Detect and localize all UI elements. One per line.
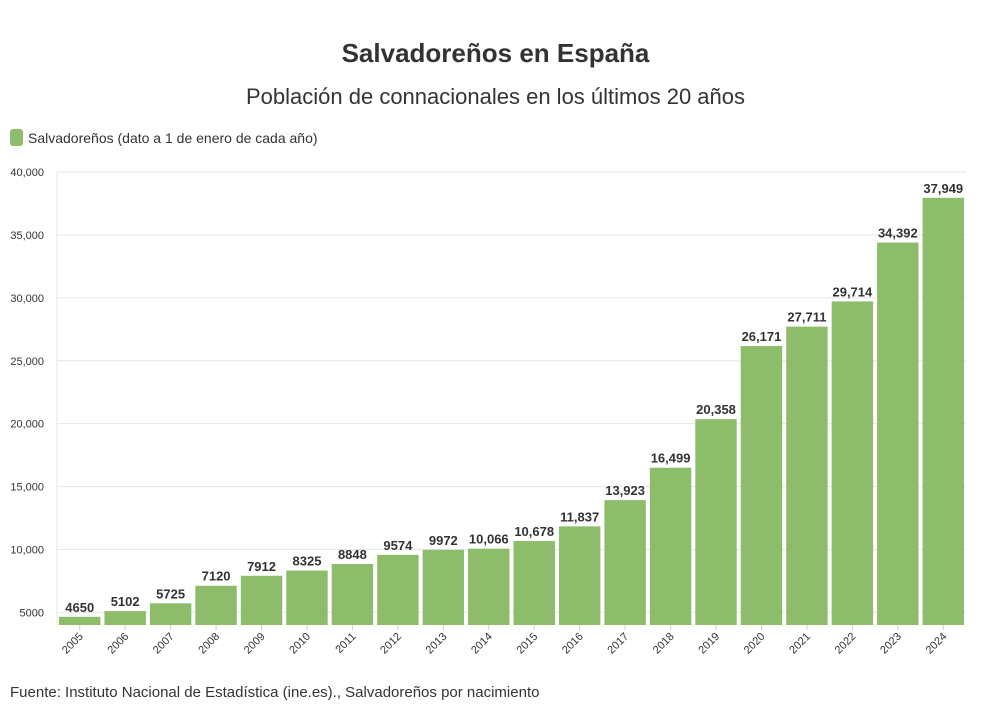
bar[interactable] (877, 242, 919, 626)
bar[interactable] (149, 603, 192, 625)
data-label: 13,923 (605, 483, 645, 498)
bar[interactable] (740, 346, 783, 625)
data-label: 11,837 (560, 509, 599, 524)
chart-subtitle: Población de connacionales en los último… (246, 84, 745, 109)
bar[interactable] (331, 563, 374, 625)
bar[interactable] (922, 197, 964, 625)
x-tick-label: 2021 (787, 631, 813, 657)
data-label: 10,678 (514, 524, 554, 539)
y-tick-label: 30,000 (10, 293, 44, 305)
bar[interactable] (422, 549, 465, 625)
data-label: 20,358 (696, 402, 736, 417)
data-label: 5102 (111, 594, 140, 609)
bar[interactable] (695, 419, 737, 625)
data-label: 9972 (429, 533, 458, 548)
x-tick-label: 2007 (151, 631, 177, 657)
x-tick-label: 2009 (242, 631, 268, 657)
y-tick-label: 25,000 (10, 356, 44, 368)
data-label: 8848 (338, 547, 367, 562)
bar[interactable] (286, 570, 328, 625)
x-tick-label: 2020 (742, 631, 768, 657)
data-label: 9574 (383, 538, 413, 553)
x-tick-label: 2012 (378, 631, 404, 657)
x-tick-label: 2015 (515, 631, 541, 657)
bar[interactable] (604, 500, 646, 625)
x-tick-label: 2018 (651, 631, 677, 657)
bar[interactable] (831, 301, 874, 625)
x-tick-label: 2010 (287, 631, 313, 657)
x-tick-label: 2019 (696, 631, 722, 657)
y-tick-label: 15,000 (10, 482, 44, 494)
y-tick-label: 10,000 (10, 545, 44, 557)
x-tick-label: 2024 (924, 631, 950, 657)
x-tick-label: 2008 (196, 631, 222, 657)
data-label: 10,066 (469, 532, 509, 547)
x-tick-label: 2006 (105, 631, 131, 657)
bar[interactable] (468, 548, 510, 625)
legend-swatch (10, 129, 23, 146)
x-tick-label: 2023 (878, 631, 904, 657)
x-tick-label: 2022 (833, 631, 859, 657)
y-tick-label: 5000 (20, 607, 44, 619)
x-tick-label: 2005 (60, 631, 86, 657)
x-tick-label: 2014 (469, 631, 495, 657)
data-label: 34,392 (878, 226, 918, 241)
x-tick-label: 2011 (333, 631, 358, 656)
bar[interactable] (649, 467, 692, 625)
bar[interactable] (558, 526, 601, 625)
bar[interactable] (59, 616, 101, 625)
data-label: 26,171 (742, 329, 782, 344)
data-label: 16,499 (651, 451, 691, 466)
y-tick-label: 40,000 (10, 167, 44, 179)
data-label: 29,714 (832, 284, 873, 299)
bar[interactable] (240, 575, 283, 625)
bar[interactable] (195, 585, 237, 625)
y-tick-label: 20,000 (10, 419, 44, 431)
source-note: Fuente: Instituto Nacional de Estadístic… (10, 684, 540, 701)
data-label: 4650 (65, 600, 94, 615)
data-label: 7120 (202, 569, 231, 584)
legend[interactable]: Salvadoreños (dato a 1 de enero de cada … (10, 129, 318, 146)
data-label: 37,949 (923, 181, 963, 196)
data-label: 27,711 (787, 310, 826, 325)
data-label: 8325 (293, 554, 322, 569)
x-tick-label: 2013 (424, 631, 450, 657)
legend-label: Salvadoreños (dato a 1 de enero de cada … (28, 129, 318, 146)
y-tick-label: 35,000 (10, 230, 44, 242)
bar[interactable] (377, 554, 419, 625)
bar[interactable] (513, 540, 555, 625)
x-tick-label: 2016 (560, 631, 586, 657)
data-label: 7912 (247, 559, 276, 574)
x-tick-label: 2017 (605, 631, 631, 657)
data-label: 5725 (156, 586, 185, 601)
chart-title: Salvadoreños en España (341, 38, 650, 68)
bar[interactable] (786, 326, 828, 625)
bar[interactable] (104, 611, 146, 625)
